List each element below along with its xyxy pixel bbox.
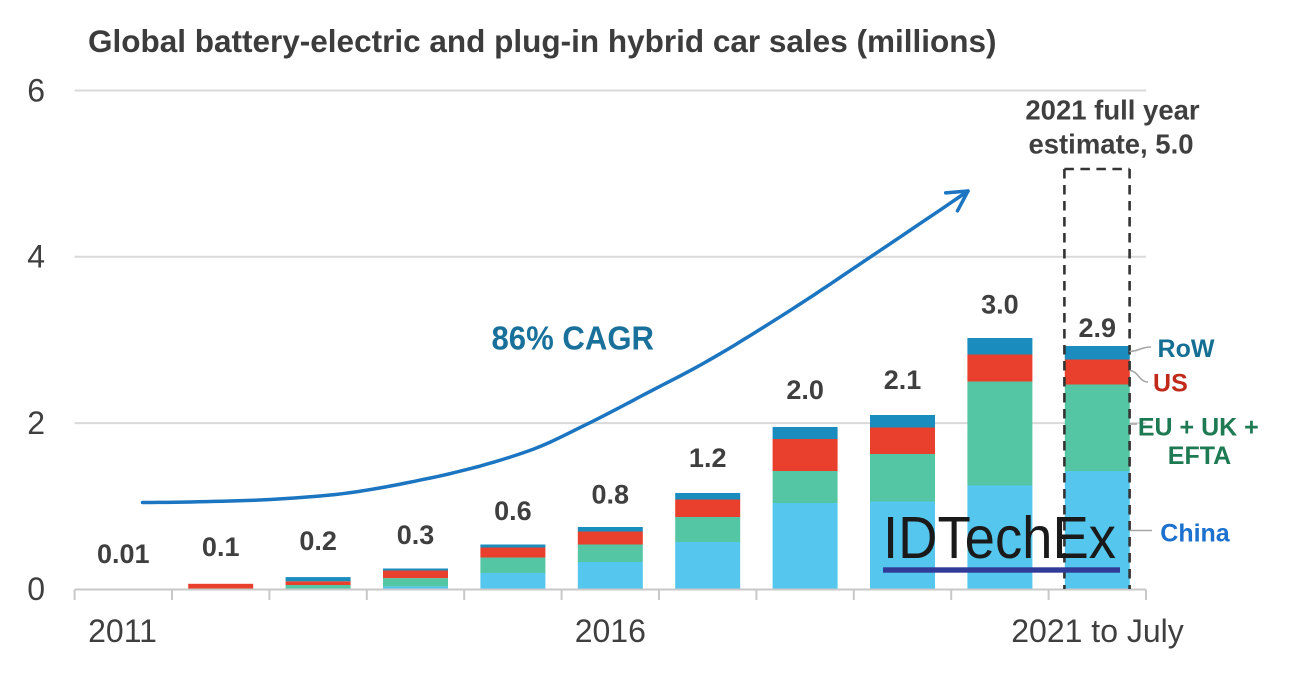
svg-text:4: 4 — [27, 239, 45, 275]
svg-text:EU + UK +: EU + UK + — [1138, 414, 1259, 442]
svg-text:1.2: 1.2 — [689, 443, 727, 473]
svg-text:EFTA: EFTA — [1168, 442, 1231, 470]
svg-text:0.1: 0.1 — [202, 532, 240, 562]
svg-text:Global battery-electric and pl: Global battery-electric and plug-in hybr… — [88, 23, 996, 59]
svg-text:0.2: 0.2 — [299, 526, 337, 556]
svg-text:0.3: 0.3 — [397, 520, 435, 550]
svg-text:2.1: 2.1 — [884, 365, 922, 395]
svg-text:0: 0 — [27, 571, 45, 607]
svg-text:US: US — [1153, 370, 1188, 398]
svg-text:2021 to July: 2021 to July — [1011, 613, 1184, 649]
svg-text:IDTechEx: IDTechEx — [883, 505, 1116, 571]
svg-text:2021 full year: 2021 full year — [1025, 95, 1200, 126]
svg-text:RoW: RoW — [1158, 335, 1215, 363]
svg-text:6: 6 — [27, 72, 45, 108]
svg-text:estimate, 5.0: estimate, 5.0 — [1028, 128, 1193, 159]
svg-text:0.8: 0.8 — [592, 480, 630, 510]
svg-text:86% CAGR: 86% CAGR — [492, 320, 655, 357]
svg-text:0.01: 0.01 — [97, 539, 150, 569]
svg-text:3.0: 3.0 — [981, 290, 1019, 320]
svg-text:2: 2 — [27, 405, 45, 441]
svg-text:2.9: 2.9 — [1079, 313, 1117, 343]
svg-text:2011: 2011 — [88, 613, 157, 649]
svg-text:2.0: 2.0 — [786, 375, 824, 405]
svg-text:China: China — [1160, 520, 1231, 548]
svg-text:0.6: 0.6 — [494, 496, 532, 526]
svg-text:2016: 2016 — [575, 613, 646, 649]
